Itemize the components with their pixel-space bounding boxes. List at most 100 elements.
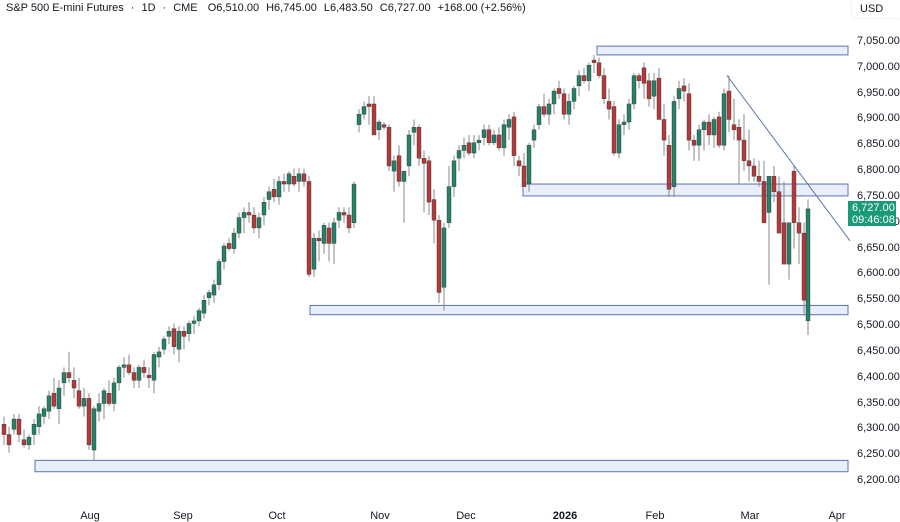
candle-body — [506, 119, 512, 128]
last-price-tag: 6,727.00 09:46:08 — [848, 201, 896, 226]
candle-body — [321, 225, 327, 244]
bar-countdown: 09:46:08 — [852, 214, 895, 226]
candle-body — [546, 103, 552, 115]
candle-body — [306, 181, 312, 275]
candle-body — [311, 238, 317, 270]
candle-body — [621, 121, 627, 125]
last-price: 6,727.00 — [852, 202, 895, 214]
candle-body — [126, 364, 132, 373]
candle-body — [141, 367, 147, 373]
candle-body — [446, 186, 452, 223]
candle-body — [206, 292, 212, 298]
candle-body — [556, 88, 562, 94]
trendline — [726, 75, 851, 242]
change-value: +168.00 (+2.56%) — [437, 2, 526, 14]
candle-body — [96, 403, 102, 412]
candle-body — [326, 227, 332, 244]
candle-body — [246, 212, 252, 216]
candle-body — [416, 127, 422, 159]
candle-body — [691, 139, 697, 146]
candle-body — [266, 191, 272, 200]
open-value: O6,510.00 — [207, 2, 260, 14]
candle-body — [601, 75, 607, 100]
candle-body — [431, 199, 437, 221]
time-tick-label: Dec — [456, 510, 476, 522]
candle-body — [391, 160, 397, 172]
candle-body — [216, 261, 222, 285]
candle-body — [31, 424, 37, 435]
candle-body — [171, 328, 177, 347]
candle-body — [726, 90, 732, 120]
candle-body — [366, 103, 372, 107]
candle-body — [151, 354, 157, 381]
candle-body — [486, 129, 492, 143]
candle-body — [736, 127, 742, 141]
candle-body — [286, 173, 292, 185]
candle-body — [226, 243, 232, 249]
candle-body — [86, 398, 92, 446]
candle-body — [331, 222, 337, 244]
candle-body — [131, 372, 137, 381]
candle-body — [606, 101, 612, 110]
candle-body — [656, 77, 662, 120]
candle-body — [121, 364, 127, 368]
candle-body — [231, 232, 237, 249]
candle-body — [521, 165, 527, 187]
price-tick-label: 6,650.00 — [857, 241, 900, 254]
candle-body — [106, 393, 112, 404]
candle-body — [696, 129, 702, 146]
candle-body — [436, 219, 442, 293]
price-tick-label: 6,600.00 — [857, 267, 900, 280]
candle-body — [751, 165, 757, 177]
price-tick-label: 6,450.00 — [857, 344, 900, 357]
price-tick-label: 6,900.00 — [857, 112, 900, 125]
candle-body — [476, 139, 482, 143]
candle-body — [746, 160, 752, 167]
candle-body — [641, 67, 647, 84]
candle-body — [566, 101, 572, 115]
candle-body — [316, 238, 322, 242]
candle-body — [376, 121, 382, 131]
candle-body — [701, 121, 707, 131]
candle-body — [351, 183, 357, 223]
candle-body — [581, 75, 587, 81]
support-resistance-zone — [522, 183, 849, 197]
candle-body — [671, 101, 677, 187]
candle-body — [256, 217, 262, 229]
candle-body — [786, 222, 792, 265]
time-tick-label: Apr — [828, 510, 846, 522]
candle-body — [496, 134, 502, 149]
support-resistance-zone — [309, 304, 849, 316]
candle-body — [291, 176, 297, 185]
candle-body — [536, 106, 542, 125]
support-resistance-zone — [34, 459, 849, 473]
candle-body — [11, 418, 17, 430]
currency-button[interactable]: USD — [852, 0, 900, 18]
candle-body — [221, 245, 227, 262]
candle-body — [251, 214, 257, 229]
candle-body — [21, 439, 27, 446]
candle-body — [776, 191, 782, 234]
candle-body — [526, 145, 532, 185]
candle-body — [236, 217, 242, 234]
candle-body — [156, 351, 162, 358]
time-tick-label: Nov — [370, 510, 390, 522]
candle-body — [176, 331, 182, 350]
candle-body — [196, 310, 202, 322]
candle-body — [501, 124, 507, 149]
interval[interactable]: 1D — [141, 2, 156, 14]
candle-body — [201, 300, 207, 314]
candle-body — [741, 139, 747, 161]
candle-body — [686, 93, 692, 141]
candle-body — [56, 387, 62, 409]
candle-body — [471, 142, 477, 154]
candle-body — [371, 103, 377, 136]
candle-body — [76, 390, 82, 407]
candle-body — [616, 124, 622, 154]
candle-body — [706, 121, 712, 136]
candle-body — [16, 418, 22, 435]
symbol-name[interactable]: S&P 500 E-mini Futures — [6, 2, 124, 14]
candle-body — [281, 181, 287, 185]
candle-body — [1, 424, 7, 435]
